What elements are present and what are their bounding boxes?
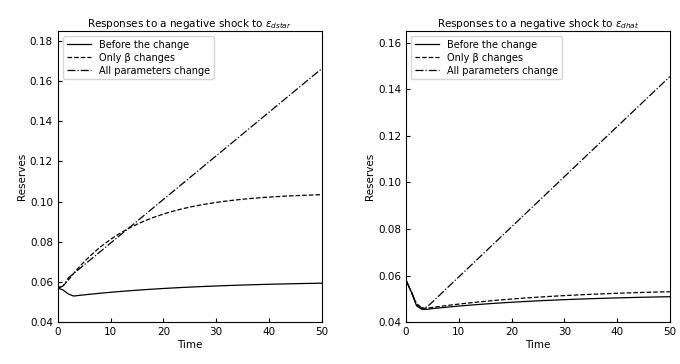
- Line: Only β changes: Only β changes: [58, 195, 322, 288]
- Legend: Before the change, Only β changes, All parameters change: Before the change, Only β changes, All p…: [411, 36, 562, 79]
- Before the change: [249, 282, 257, 287]
- Title: Responses to a negative shock to $\varepsilon_{dstar}$: Responses to a negative shock to $\varep…: [87, 17, 292, 31]
- Before the change: [492, 301, 500, 305]
- Before the change: [465, 303, 473, 307]
- Only β changes: [54, 286, 62, 290]
- Before the change: [666, 294, 674, 299]
- Only β changes: [418, 306, 426, 310]
- Before the change: [486, 301, 494, 306]
- Legend: Before the change, Only β changes, All parameters change: Before the change, Only β changes, All p…: [63, 36, 214, 79]
- Line: All parameters change: All parameters change: [58, 69, 322, 288]
- Before the change: [418, 307, 426, 312]
- Only β changes: [112, 234, 120, 238]
- Before the change: [318, 281, 326, 285]
- Line: Before the change: Before the change: [406, 280, 670, 309]
- All parameters change: [243, 128, 252, 132]
- Only β changes: [133, 222, 141, 226]
- Only β changes: [597, 292, 605, 296]
- Before the change: [69, 294, 78, 298]
- Only β changes: [138, 220, 146, 224]
- Only β changes: [581, 292, 590, 297]
- Only β changes: [312, 193, 320, 197]
- Y-axis label: Reserves: Reserves: [365, 153, 375, 200]
- All parameters change: [660, 79, 668, 84]
- Before the change: [117, 289, 125, 294]
- All parameters change: [597, 139, 605, 144]
- Title: Responses to a negative shock to $\varepsilon_{dhat}$: Responses to a negative shock to $\varep…: [437, 17, 639, 31]
- Before the change: [660, 294, 668, 299]
- All parameters change: [402, 278, 410, 282]
- Only β changes: [318, 193, 326, 197]
- All parameters change: [492, 240, 500, 244]
- Before the change: [312, 281, 320, 285]
- Line: All parameters change: All parameters change: [406, 76, 670, 308]
- Only β changes: [492, 298, 500, 302]
- Only β changes: [228, 198, 236, 203]
- Only β changes: [660, 290, 668, 294]
- All parameters change: [465, 265, 473, 269]
- Before the change: [138, 288, 146, 292]
- Line: Before the change: Before the change: [58, 283, 322, 296]
- X-axis label: Time: Time: [525, 340, 551, 350]
- Before the change: [233, 283, 241, 288]
- Before the change: [143, 287, 152, 292]
- All parameters change: [581, 155, 590, 159]
- Y-axis label: Reserves: Reserves: [17, 153, 27, 200]
- All parameters change: [138, 215, 146, 219]
- All parameters change: [133, 219, 141, 223]
- All parameters change: [666, 74, 674, 79]
- Only β changes: [243, 197, 252, 201]
- Only β changes: [402, 278, 410, 282]
- All parameters change: [228, 141, 236, 145]
- Line: Only β changes: Only β changes: [406, 280, 670, 308]
- Only β changes: [465, 301, 473, 305]
- All parameters change: [418, 306, 426, 310]
- All parameters change: [318, 67, 326, 71]
- Before the change: [597, 296, 605, 301]
- All parameters change: [54, 286, 62, 290]
- All parameters change: [312, 71, 320, 75]
- Only β changes: [666, 289, 674, 294]
- All parameters change: [486, 245, 494, 249]
- Before the change: [54, 286, 62, 290]
- Before the change: [581, 297, 590, 301]
- X-axis label: Time: Time: [177, 340, 203, 350]
- All parameters change: [112, 237, 120, 241]
- Only β changes: [486, 298, 494, 303]
- Before the change: [402, 278, 410, 282]
